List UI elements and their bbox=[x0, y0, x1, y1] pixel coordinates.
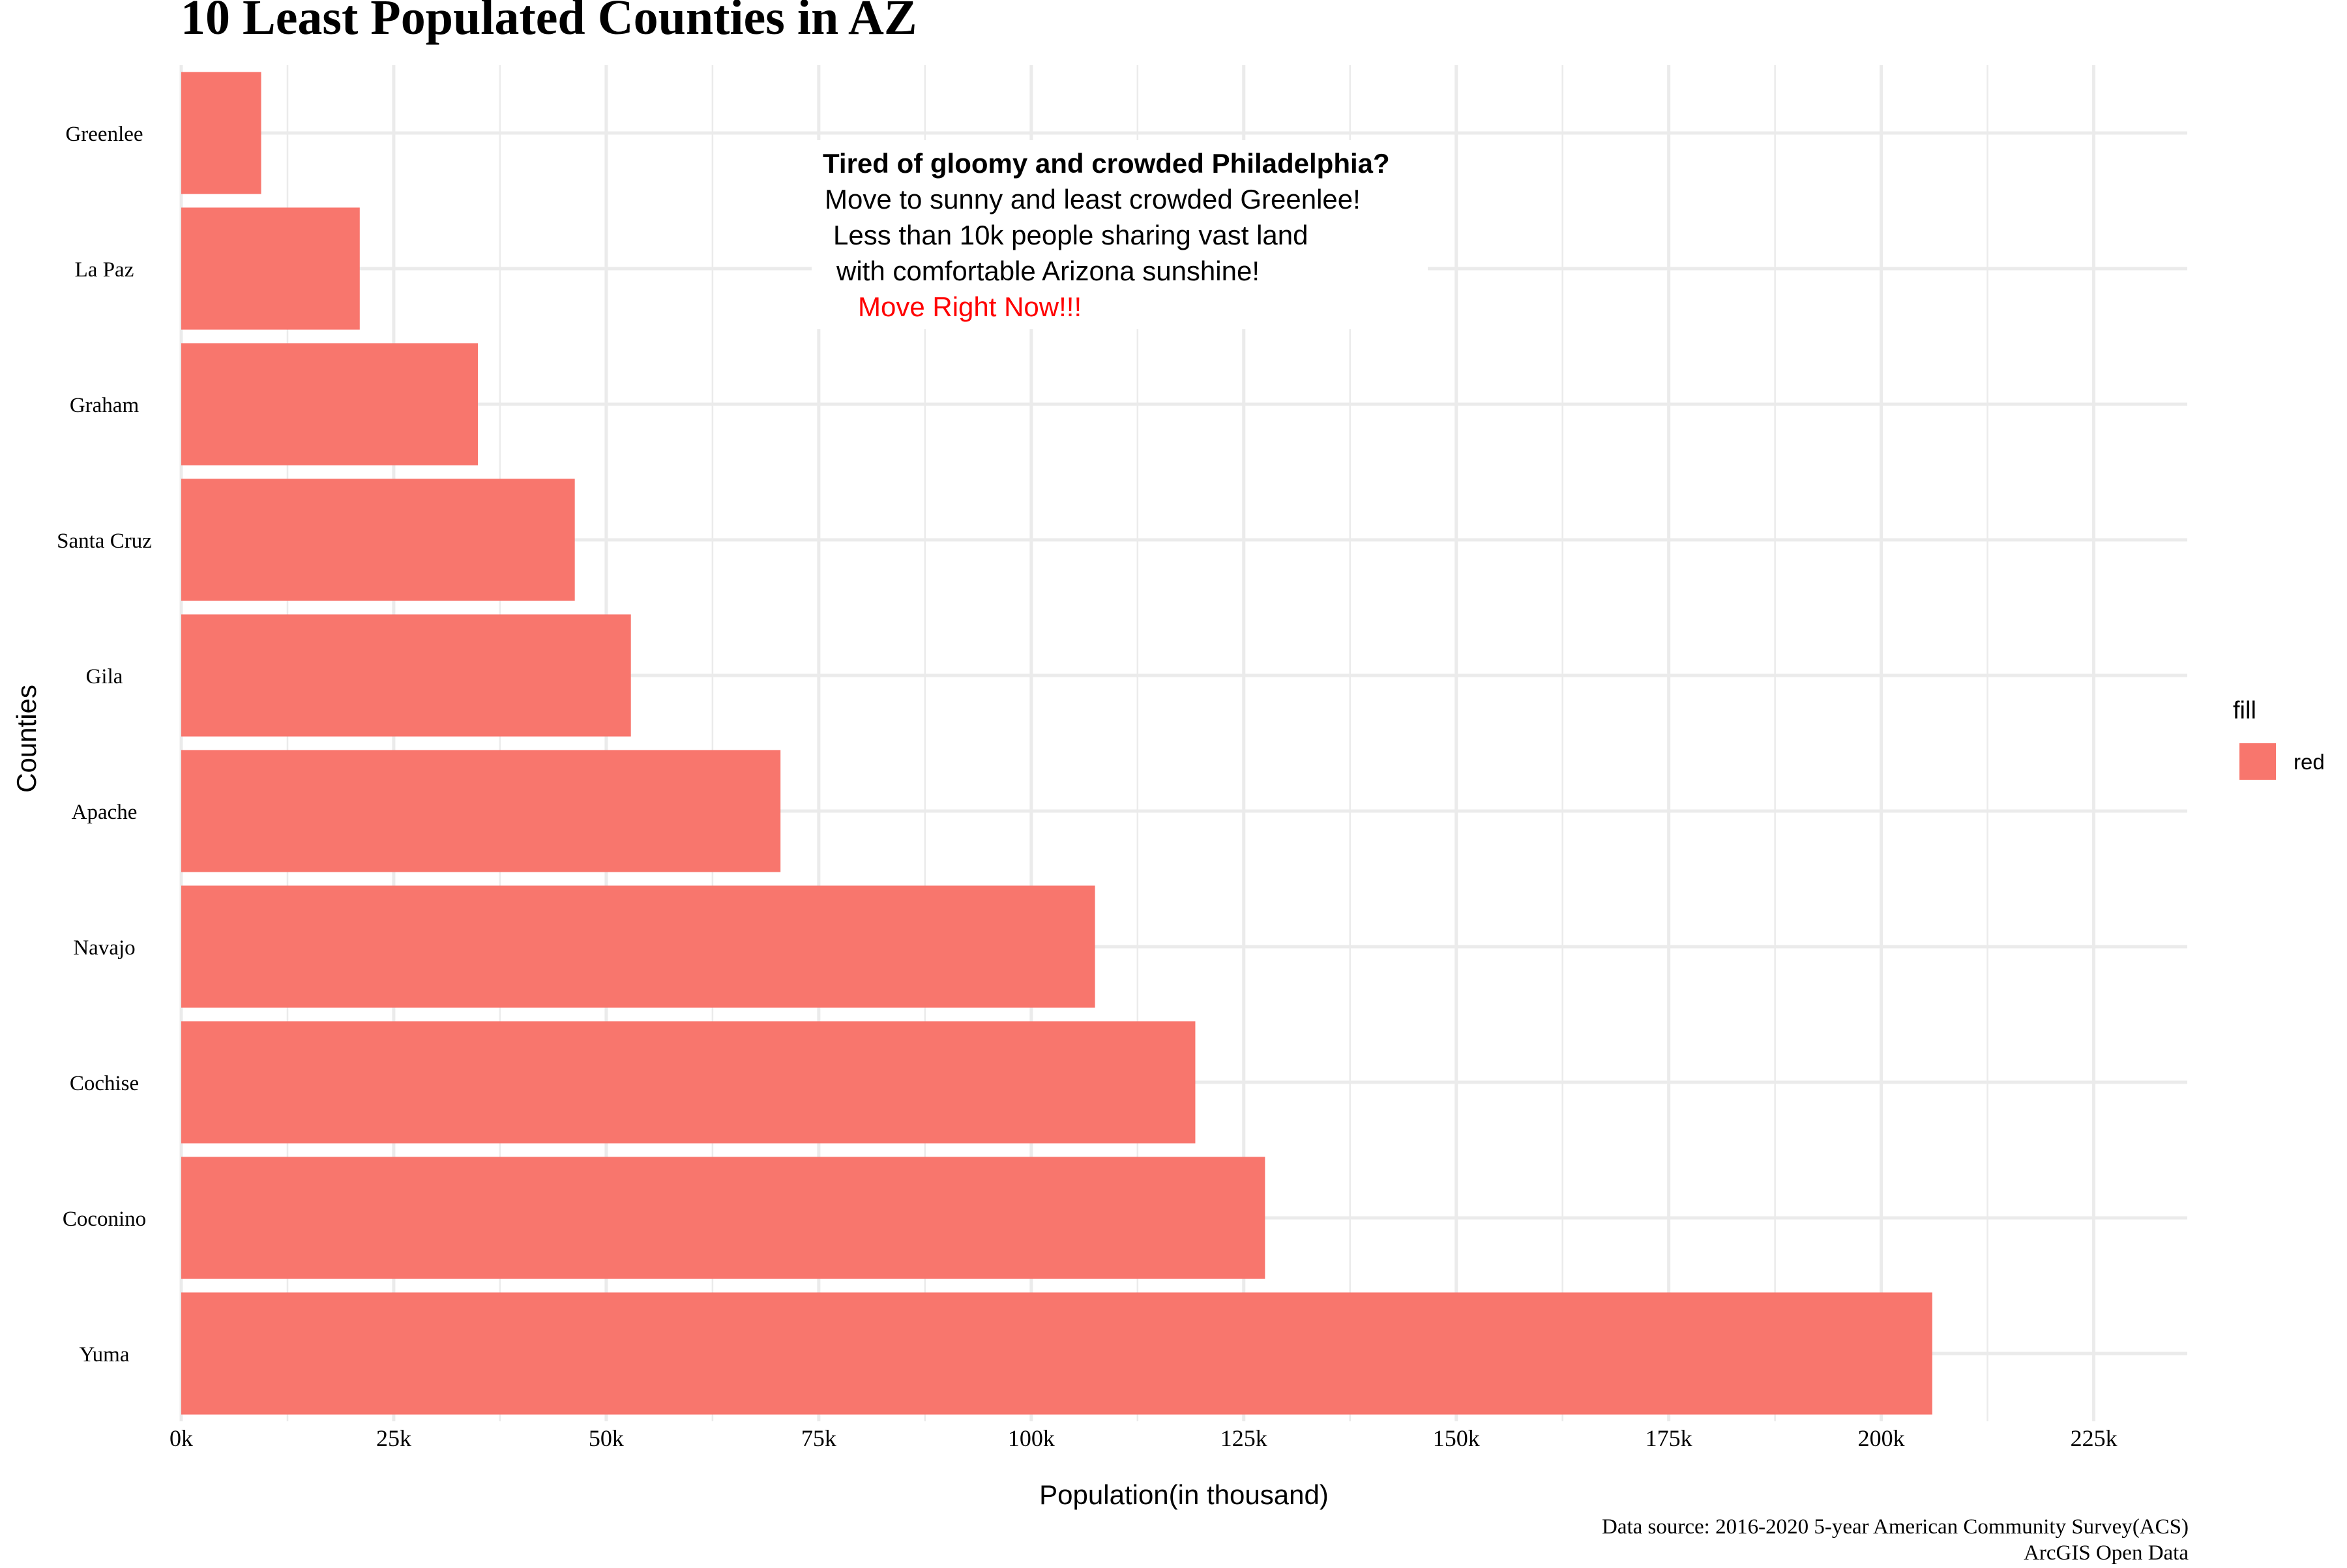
annotation-line-5: Move Right Now!!! bbox=[858, 291, 1082, 322]
y-tick-label: Cochise bbox=[70, 1072, 139, 1095]
legend-title: fill bbox=[2233, 697, 2256, 724]
y-tick-label: Apache bbox=[72, 801, 138, 824]
y-tick-label: Santa Cruz bbox=[57, 529, 152, 553]
annotation-line-4: with comfortable Arizona sunshine! bbox=[836, 256, 1260, 286]
bar-santa-cruz bbox=[181, 479, 575, 601]
x-tick-labels: 0k 25k 50k 75k 100k 125k 150k 175k 200k 225k bbox=[170, 1425, 2118, 1451]
x-tick-label: 175k bbox=[1646, 1425, 1692, 1451]
legend-swatch bbox=[2239, 743, 2276, 780]
bar-graham bbox=[181, 343, 479, 466]
x-tick-label: 125k bbox=[1220, 1425, 1267, 1451]
y-tick-label: Yuma bbox=[80, 1343, 130, 1367]
x-tick-label: 50k bbox=[589, 1425, 624, 1451]
y-tick-label: Greenlee bbox=[65, 123, 143, 146]
x-tick-label: 25k bbox=[376, 1425, 411, 1451]
y-tick-label: Graham bbox=[70, 394, 140, 417]
x-tick-label: 150k bbox=[1433, 1425, 1480, 1451]
y-tick-label: La Paz bbox=[75, 258, 134, 282]
bar-navajo bbox=[181, 885, 1095, 1008]
x-tick-label: 0k bbox=[170, 1425, 193, 1451]
x-tick-label: 100k bbox=[1008, 1425, 1055, 1451]
caption-source: Data source: 2016-2020 5-year American C… bbox=[1602, 1515, 2189, 1539]
y-tick-labels: Greenlee La Paz Graham Santa Cruz Gila Apache… bbox=[57, 123, 152, 1367]
annotation-line-1: Tired of gloomy and crowded Philadelphia… bbox=[823, 148, 1390, 179]
y-tick-label: Gila bbox=[86, 665, 123, 688]
y-tick-label: Navajo bbox=[73, 936, 135, 960]
bar-apache bbox=[181, 750, 781, 872]
x-tick-label: 225k bbox=[2071, 1425, 2118, 1451]
annotation-background bbox=[812, 140, 1428, 329]
bar-la-paz bbox=[181, 207, 360, 330]
bar-yuma bbox=[181, 1292, 1932, 1415]
bar-coconino bbox=[181, 1157, 1265, 1279]
bar-cochise bbox=[181, 1021, 1196, 1144]
bar-gila bbox=[181, 614, 631, 737]
legend-label: red bbox=[2294, 750, 2325, 774]
x-tick-label: 200k bbox=[1858, 1425, 1905, 1451]
bar-greenlee bbox=[181, 72, 261, 194]
annotation-line-2: Move to sunny and least crowded Greenlee… bbox=[825, 184, 1361, 214]
y-tick-label: Coconino bbox=[63, 1207, 146, 1231]
x-tick-label: 75k bbox=[801, 1425, 836, 1451]
annotation: Tired of gloomy and crowded Philadelphia… bbox=[823, 148, 1390, 322]
annotation-line-3: Less than 10k people sharing vast land bbox=[833, 220, 1308, 250]
caption-arcgis: ArcGIS Open Data bbox=[2024, 1541, 2189, 1565]
chart-title: 10 Least Populated Counties in AZ bbox=[181, 0, 917, 45]
x-axis-title: Population(in thousand) bbox=[1039, 1479, 1329, 1510]
y-axis-title: Counties bbox=[11, 685, 42, 793]
legend: fill red bbox=[2233, 697, 2325, 780]
bar-layer bbox=[181, 72, 1932, 1415]
